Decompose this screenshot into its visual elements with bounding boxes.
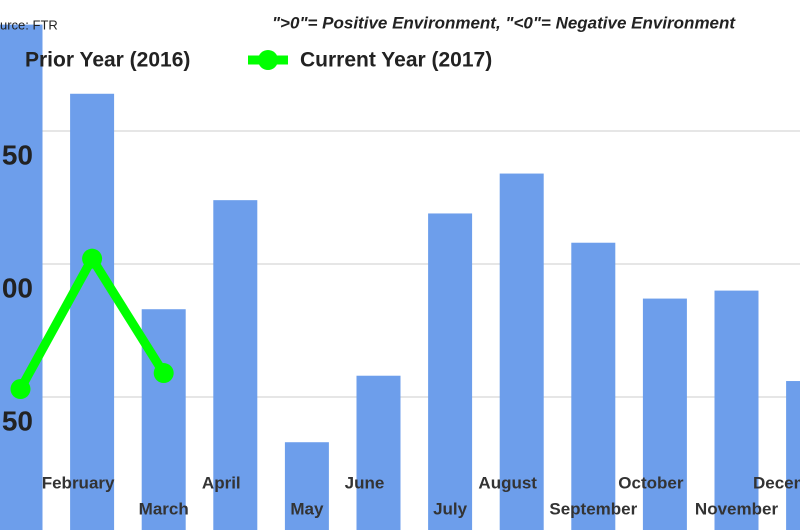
x-tick-label: May	[290, 499, 324, 518]
legend-swatch	[258, 50, 278, 70]
x-tick-label: July	[433, 499, 468, 518]
line-point	[10, 379, 31, 400]
y-tick-label: 00	[2, 272, 33, 303]
x-tick-label: November	[695, 499, 779, 518]
bar	[714, 290, 759, 530]
x-tick-label: September	[549, 499, 637, 518]
bar	[786, 381, 800, 530]
x-tick-label: February	[42, 473, 115, 492]
x-tick-label: April	[202, 473, 241, 492]
line-point	[82, 248, 103, 269]
legend-swatch	[0, 49, 17, 70]
bar	[428, 213, 473, 530]
bar	[0, 24, 43, 530]
source: urce: FTR	[0, 17, 58, 32]
x-tick-label: June	[345, 473, 385, 492]
bar	[642, 298, 687, 530]
bar	[499, 173, 544, 530]
x-tick-label: March	[139, 499, 189, 518]
bar	[356, 375, 401, 530]
y-tick-label: 50	[2, 139, 33, 170]
x-tick-label: October	[618, 473, 684, 492]
bar	[213, 200, 258, 530]
subtitle: ">0"= Positive Environment, "<0"= Negati…	[272, 13, 736, 32]
legend-label: Current Year (2017)	[300, 49, 492, 72]
bar	[70, 93, 115, 530]
bar	[284, 442, 329, 530]
legend-label: Prior Year (2016)	[25, 49, 190, 72]
x-tick-label: December	[753, 473, 800, 492]
line-point	[153, 363, 174, 384]
y-tick-label: 50	[2, 405, 33, 436]
x-tick-label: August	[478, 473, 537, 492]
bar	[571, 242, 616, 530]
